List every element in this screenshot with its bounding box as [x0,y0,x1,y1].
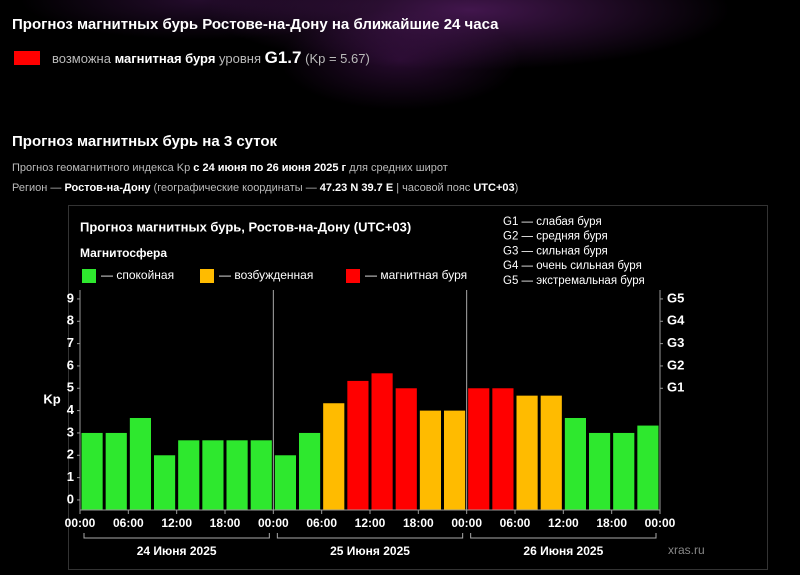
legend-swatch [200,269,214,283]
y2-tick-label: G3 [667,335,684,350]
bar [564,417,586,510]
bar [589,432,611,510]
bar [540,395,562,510]
bar [129,417,151,510]
bar [613,432,635,510]
bar [299,432,321,510]
bar [202,440,224,510]
bar [323,403,345,510]
bar [81,432,103,510]
legend-swatch [82,269,96,283]
x-tick-label: 12:00 [548,516,579,530]
bar [637,425,659,510]
day-bracket [276,533,464,539]
y-axis-label: Kp [43,391,60,406]
x-tick-label: 00:00 [258,516,289,530]
text: UTC+03 [473,182,515,194]
day-bracket [83,533,270,539]
text: (географические координаты — [153,182,317,194]
text: Регион — [12,182,62,194]
section-title: Прогноз магнитных бурь на 3 суток [12,133,278,150]
y-tick-label: 9 [67,290,74,305]
g-scale-item: G5 — экстремальная буря [503,275,645,287]
text: Ростов-на-Дону [64,182,151,194]
y-tick-label: 3 [67,424,74,439]
text: с 24 июня по 26 июня 2025 г [193,162,347,174]
text: ) [514,182,519,194]
day-label: 25 Июня 2025 [330,544,410,558]
x-tick-label: 06:00 [113,516,144,530]
legend-label: — возбужденная [219,268,313,282]
text: 47.23 N 39.7 E [319,182,394,194]
x-tick-label: 00:00 [65,516,96,530]
x-tick-label: 00:00 [645,516,676,530]
y2-tick-label: G2 [667,357,684,372]
x-tick-label: 00:00 [451,516,482,530]
info-line: Регион — Ростов-на-Дону (географические … [12,182,518,194]
legend-label: — магнитная буря [365,268,467,282]
bar [492,388,514,510]
bar [468,388,490,510]
y2-tick-label: G5 [667,290,684,305]
bar [444,410,466,510]
x-tick-label: 12:00 [355,516,386,530]
text: уровня [219,51,261,66]
day-label: 24 Июня 2025 [137,544,217,558]
bar [395,388,417,510]
alert-swatch [14,51,40,65]
y2-tick-label: G4 [667,313,685,328]
x-tick-label: 18:00 [403,516,434,530]
bar [250,440,272,510]
info-line: Прогноз геомагнитного индекса Kp с 24 ию… [12,162,448,174]
y-tick-label: 1 [67,469,74,484]
x-tick-label: 12:00 [161,516,192,530]
text: Прогноз геомагнитного индекса Kp [12,162,191,174]
y2-tick-label: G1 [667,380,684,395]
g-scale-item: G3 — сильная буря [503,245,608,257]
g-scale-item: G2 — средняя буря [503,231,608,243]
y-tick-label: 4 [67,402,75,417]
legend-title: Магнитосфера [80,246,167,260]
bar [226,440,248,510]
y-tick-label: 2 [67,447,74,462]
g-scale-item: G4 — очень сильная буря [503,260,642,272]
text: магнитная буря [114,51,216,66]
g-scale-item: G1 — слабая буря [503,216,602,228]
bar [371,373,393,510]
x-tick-label: 06:00 [500,516,531,530]
y-tick-label: 6 [67,357,74,372]
y-tick-label: 7 [67,335,74,350]
legend-label: — спокойная [101,268,174,282]
chart-frame [68,205,768,570]
page-title: Прогноз магнитных бурь Ростове-на-Дону н… [12,16,499,33]
bar [154,455,176,510]
day-bracket [470,533,657,539]
bar [178,440,200,510]
chart-title: Прогноз магнитных бурь, Ростов-на-Дону (… [80,219,411,234]
storm-level: G1.7 [264,48,302,67]
y-tick-label: 5 [67,380,74,395]
text: возможна [52,51,111,66]
text: | часовой пояс [396,182,471,194]
bar [419,410,441,510]
bar [347,380,369,510]
text: для средних широт [349,162,448,174]
bar [105,432,127,510]
watermark: xras.ru [668,543,705,557]
bar [516,395,538,510]
text: (Kp = 5.67) [305,51,370,66]
x-tick-label: 06:00 [306,516,337,530]
alert-line: возможна магнитная буря уровня G1.7 (Kp … [52,48,370,68]
day-label: 26 Июня 2025 [523,544,603,558]
y-tick-label: 0 [67,491,74,506]
x-tick-label: 18:00 [210,516,241,530]
legend-swatch [346,269,360,283]
bar [274,455,296,510]
x-tick-label: 18:00 [596,516,627,530]
y-tick-label: 8 [67,313,74,328]
